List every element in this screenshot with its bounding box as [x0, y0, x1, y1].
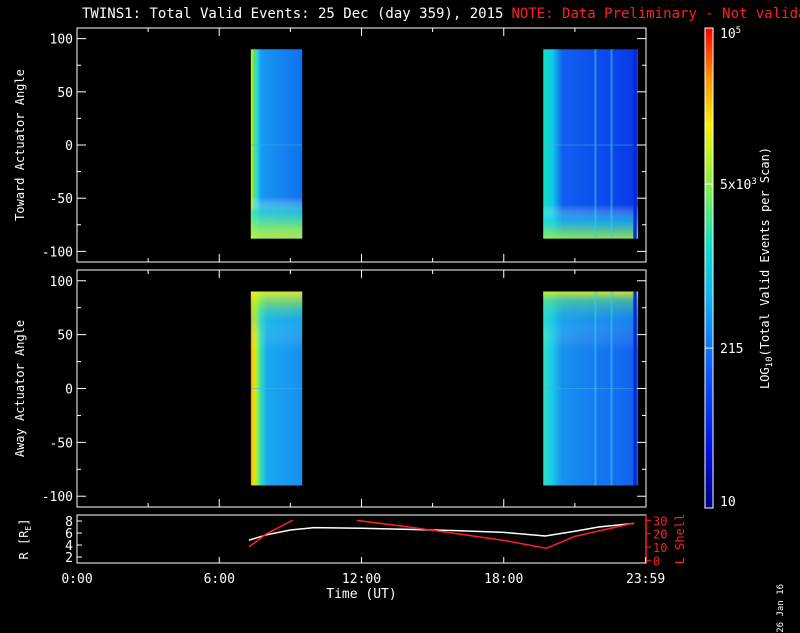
date-stamp: 26 Jan 16	[776, 584, 786, 633]
orbit-x-tick-label: 12:00	[342, 572, 381, 587]
colorbar-label-log: LOG	[758, 367, 772, 389]
orbit-left-label: R [RE]	[17, 519, 33, 560]
colorbar-label-rest: (Total Valid Events per Scan)	[758, 147, 772, 357]
y-tick-label: 50	[57, 329, 73, 344]
y-tick-label: -50	[50, 192, 73, 207]
title-note: NOTE: Data Preliminary - Not validated	[511, 6, 800, 22]
colorbar-tick-label: 215	[720, 342, 743, 357]
orbit-x-tick-label: 23:59	[626, 572, 665, 587]
heatmap-block-shade	[543, 49, 639, 239]
y-axis-label: Away Actuator Angle	[13, 320, 27, 457]
axes: 100 50 0 -50 -100 Toward Actuator Angle 100 50 0…	[13, 27, 647, 508]
orbit-y-tick-label: 6	[65, 527, 73, 542]
heatmap-dark-column	[633, 291, 637, 486]
orbit-right-tick-label: 10	[653, 541, 667, 555]
y-tick-label: -100	[42, 245, 73, 260]
heatmap-blocks	[250, 49, 639, 486]
orbit-lshell-series	[356, 519, 635, 550]
orbit-right-tick-label: 0	[653, 554, 660, 568]
orbit-right-tick-label: 20	[653, 528, 667, 542]
y-axis-label: Toward Actuator Angle	[13, 69, 27, 221]
heatmap-block-shade	[250, 49, 303, 239]
y-tick-label: -50	[50, 436, 73, 451]
chart-title: TWINS1: Total Valid Events: 25 Dec (day …	[82, 6, 800, 22]
colorbar-label-sub: 10	[765, 356, 775, 367]
y-tick-label: 50	[57, 86, 73, 101]
y-tick-label: 0	[65, 139, 73, 154]
colorbar-label: LOG10(Total Valid Events per Scan)	[758, 147, 775, 389]
orbit-lshell-series	[248, 519, 294, 548]
colorbar-ticks: 10 215 5x103 105	[705, 26, 757, 510]
orbit-y-tick-label: 2	[65, 551, 73, 566]
orbit-x-tick-label: 0:00	[61, 572, 92, 587]
colorbar-fill	[704, 27, 714, 509]
title-main: TWINS1: Total Valid Events: 25 Dec (day …	[82, 6, 504, 22]
y-tick-label: 100	[50, 33, 73, 48]
orbit-right-label: L Shell	[673, 514, 687, 565]
y-tick-label: 100	[50, 275, 73, 290]
orbit-y-tick-label: 4	[65, 539, 73, 554]
heatmap-dark-column	[633, 49, 637, 239]
orbit-x-tick-label: 6:00	[204, 572, 235, 587]
y-tick-label: -100	[42, 490, 73, 505]
colorbar-tick-label: 105	[720, 26, 741, 42]
x-axis-label: Time (UT)	[326, 587, 396, 600]
colorbar-tick-label: 5x103	[720, 177, 757, 193]
orbit-right-tick-label: 30	[653, 514, 667, 528]
colorbar-tick-label: 10	[720, 495, 736, 510]
y-tick-label: 0	[65, 383, 73, 398]
orbit-y-tick-label: 8	[65, 515, 73, 530]
orbit-x-tick-label: 18:00	[484, 572, 523, 587]
orbit-frame	[76, 514, 647, 564]
